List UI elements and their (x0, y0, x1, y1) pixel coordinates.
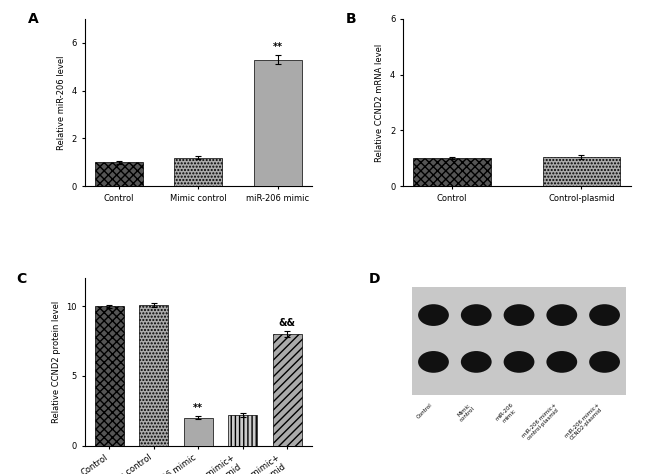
Text: miR-206
mimic: miR-206 mimic (495, 402, 519, 426)
Ellipse shape (547, 304, 577, 326)
Bar (228, 415, 257, 446)
Ellipse shape (547, 351, 577, 373)
Bar (174, 157, 222, 186)
Ellipse shape (461, 351, 491, 373)
Bar (412, 287, 626, 395)
Text: miR-206 mimic+
CCND2-plasmid: miR-206 mimic+ CCND2-plasmid (564, 402, 605, 443)
Bar (254, 60, 302, 186)
Y-axis label: Relative miR-206 level: Relative miR-206 level (57, 55, 66, 150)
Text: **: ** (193, 402, 203, 412)
Y-axis label: Relative CCND2 mRNA level: Relative CCND2 mRNA level (376, 44, 384, 162)
Text: Mimic
control: Mimic control (455, 402, 476, 423)
Bar (139, 305, 168, 446)
Text: B: B (346, 12, 357, 26)
Text: C: C (16, 272, 27, 285)
Bar (95, 163, 142, 186)
Bar (413, 158, 491, 186)
Text: &&: && (279, 318, 296, 328)
Ellipse shape (418, 304, 449, 326)
Y-axis label: Relative CCND2 protein level: Relative CCND2 protein level (52, 301, 61, 423)
Text: D: D (369, 272, 380, 285)
Ellipse shape (461, 304, 491, 326)
Bar (273, 334, 302, 446)
Ellipse shape (589, 351, 620, 373)
Text: Control: Control (416, 402, 434, 419)
Ellipse shape (504, 304, 534, 326)
Ellipse shape (589, 304, 620, 326)
Text: miR-206 mimic+
control-plasmid: miR-206 mimic+ control-plasmid (521, 402, 562, 443)
Bar (95, 306, 124, 446)
Ellipse shape (504, 351, 534, 373)
Ellipse shape (418, 351, 449, 373)
Text: A: A (27, 12, 38, 26)
Bar (543, 157, 620, 186)
Bar (184, 418, 213, 446)
Text: **: ** (273, 42, 283, 52)
